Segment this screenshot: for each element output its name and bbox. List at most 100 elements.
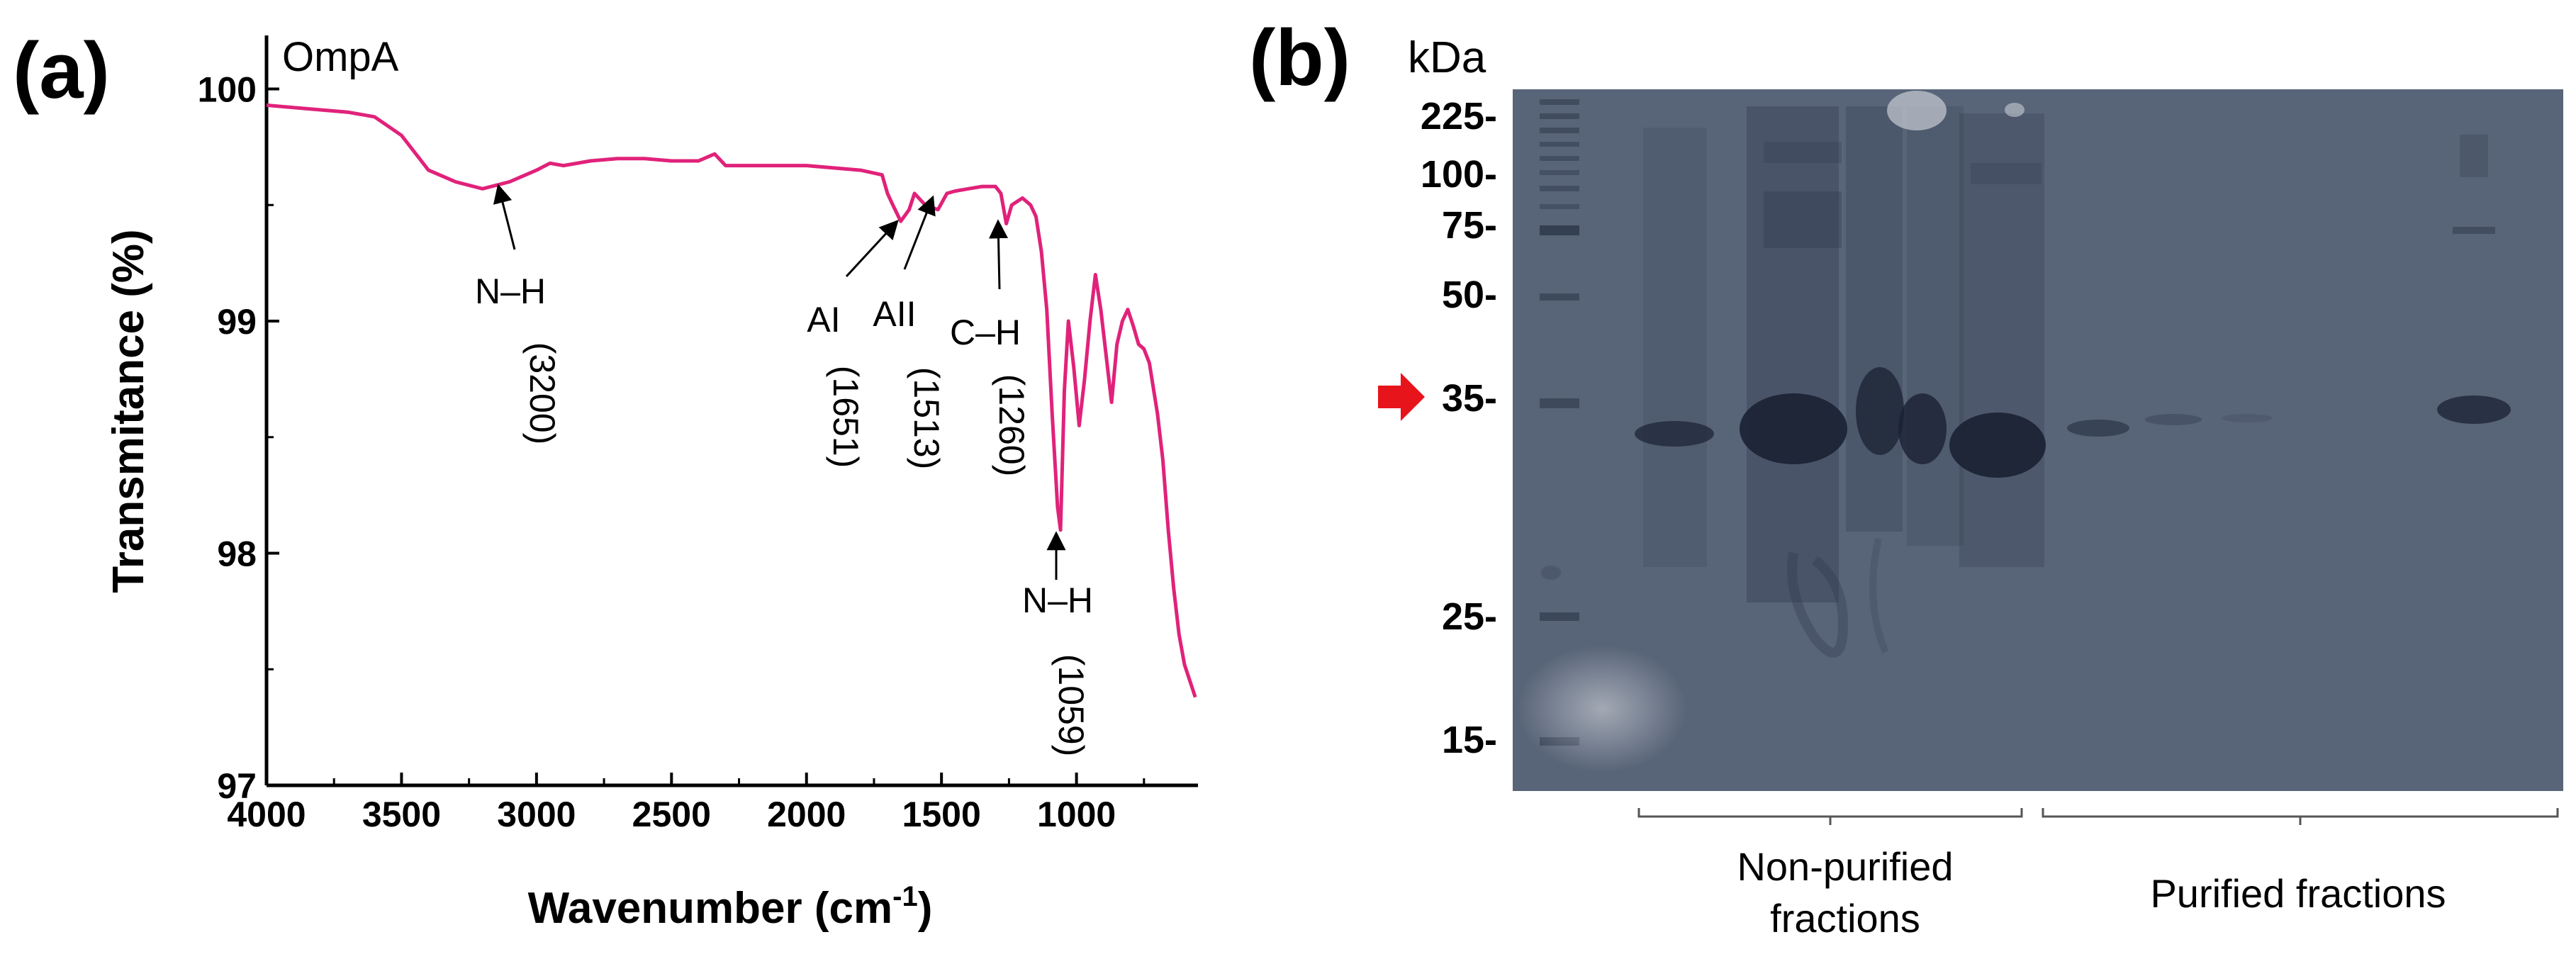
annotation-ch-1260: C–H (1260) <box>950 219 1031 477</box>
ftir-trace-line <box>266 103 1197 698</box>
group-label-purified: Purified fractions <box>2150 871 2446 916</box>
ladder-band <box>1540 186 1579 191</box>
bracket-non-purified <box>1637 808 2023 825</box>
x-tick-label: 3000 <box>497 795 576 834</box>
x-tick-label: 2000 <box>767 795 846 834</box>
y-axis-title: Transmitance (%) <box>104 229 153 593</box>
marker-75: 75- <box>1442 204 1497 247</box>
annotation-wavenumber: (1651) <box>826 366 866 469</box>
marker-35: 35- <box>1442 377 1497 420</box>
annotation-arrow <box>989 219 1009 290</box>
annotation-wavenumber: (1513) <box>907 367 946 470</box>
annotation-wavenumber: (3200) <box>522 342 562 445</box>
panel-b-sds-page-gel: (b) kDa <box>1249 13 2563 941</box>
ladder-band <box>1540 204 1579 209</box>
x-axis-ticks: 4000 3500 3000 2500 2000 1500 1000 <box>227 773 1146 834</box>
smear-curve <box>1869 537 1889 654</box>
ladder-band <box>1540 128 1579 133</box>
marker-15: 15- <box>1442 719 1497 761</box>
x-axis-title: Wavenumber (cm-1) <box>528 881 933 933</box>
x-tick-label: 1500 <box>902 795 981 834</box>
kda-markers: 225- 100- 75- 50- 35- 25- 15- <box>1421 95 1497 761</box>
annotation-label: C–H <box>950 313 1021 352</box>
panel-b-letter: (b) <box>1249 13 1350 102</box>
annotation-nh-1059: N–H (1059) <box>1022 531 1093 757</box>
band <box>2067 420 2129 437</box>
marker-50: 50- <box>1442 274 1497 316</box>
group-label-non-purified-line1: Non-purified <box>1737 844 1953 889</box>
gel-image <box>1513 89 2563 791</box>
gel-bubble <box>1887 91 1947 130</box>
x-tick-label: 3500 <box>362 795 441 834</box>
y-tick-label: 97 <box>217 766 257 806</box>
group-brackets <box>1637 808 2559 825</box>
x-tick-label: 2500 <box>632 795 711 834</box>
ladder-band <box>1540 113 1579 119</box>
gel-bubble <box>2005 103 2025 117</box>
lane-smear <box>1764 142 1842 163</box>
band <box>1949 413 2046 478</box>
sample-label: OmpA <box>282 34 399 80</box>
ladder-band <box>1540 142 1579 147</box>
marker-25: 25- <box>1442 595 1497 638</box>
gel-spot <box>1541 566 1561 580</box>
marker-225: 225- <box>1421 95 1497 138</box>
annotation-label: AII <box>873 294 916 334</box>
x-axis-title-close: ) <box>918 884 933 933</box>
lane-smear <box>1971 163 2042 184</box>
band <box>1856 367 1904 455</box>
smear-curve <box>1787 551 1849 658</box>
band <box>1898 393 1947 464</box>
ladder-band <box>1540 156 1579 161</box>
annotation-nh-3200: N–H (3200) <box>475 184 562 445</box>
band <box>2145 414 2202 425</box>
red-arrow-icon <box>1378 373 1425 421</box>
annotation-ai-1651: AI (1651) <box>807 220 899 469</box>
y-tick-label: 99 <box>217 302 257 342</box>
annotation-arrow <box>845 220 899 278</box>
ladder-band <box>1540 225 1579 235</box>
y-tick-label: 100 <box>198 70 257 110</box>
ladder-band <box>1540 398 1579 408</box>
marker-100: 100- <box>1421 153 1497 196</box>
ladder-band <box>1540 612 1579 621</box>
annotation-arrow <box>493 184 516 250</box>
bracket-purified <box>2042 808 2559 825</box>
annotation-wavenumber: (1260) <box>992 374 1031 477</box>
non-purified-lanes <box>1643 106 2044 602</box>
panel-a-ftir-chart: (a) 4000 3500 3000 2500 2000 1500 1000 97 98 99 1… <box>13 26 1198 933</box>
annotation-aii-1513: AII (1513) <box>873 195 946 470</box>
lane-smear <box>1907 106 1964 546</box>
x-tick-label: 1000 <box>1037 795 1116 834</box>
annotation-label: AI <box>807 300 840 340</box>
y-axis-ticks: 97 98 99 100 <box>198 70 279 806</box>
x-tick-label: 4000 <box>227 795 306 834</box>
lane-smear <box>1764 191 1842 248</box>
ladder-band <box>1540 99 1579 105</box>
annotation-arrow <box>903 195 936 270</box>
annotation-label: N–H <box>475 271 546 311</box>
band <box>2437 396 2511 424</box>
kda-unit-label: kDa <box>1408 33 1486 82</box>
band <box>2460 135 2488 177</box>
ladder-band <box>1540 170 1579 175</box>
lane-smear <box>1747 106 1839 602</box>
x-axis-title-superscript: -1 <box>892 881 918 912</box>
band <box>2222 414 2273 422</box>
group-label-non-purified-line2: fractions <box>1770 896 1920 941</box>
annotation-label: N–H <box>1022 581 1093 620</box>
panel-a-letter: (a) <box>13 26 110 115</box>
gel-highlight <box>1517 645 1687 773</box>
band <box>1635 421 1714 447</box>
lane-smear <box>1846 106 1903 532</box>
band <box>1740 393 1847 464</box>
band <box>2453 227 2495 234</box>
protein-bands-35kda <box>1635 135 2511 478</box>
y-tick-label: 98 <box>217 534 257 574</box>
lane-smear <box>1643 128 1707 567</box>
ladder-band <box>1540 293 1579 301</box>
lane-smear <box>1959 113 2044 567</box>
x-axis-title-main: Wavenumber (cm <box>528 884 893 933</box>
annotation-wavenumber: (1059) <box>1051 654 1091 757</box>
